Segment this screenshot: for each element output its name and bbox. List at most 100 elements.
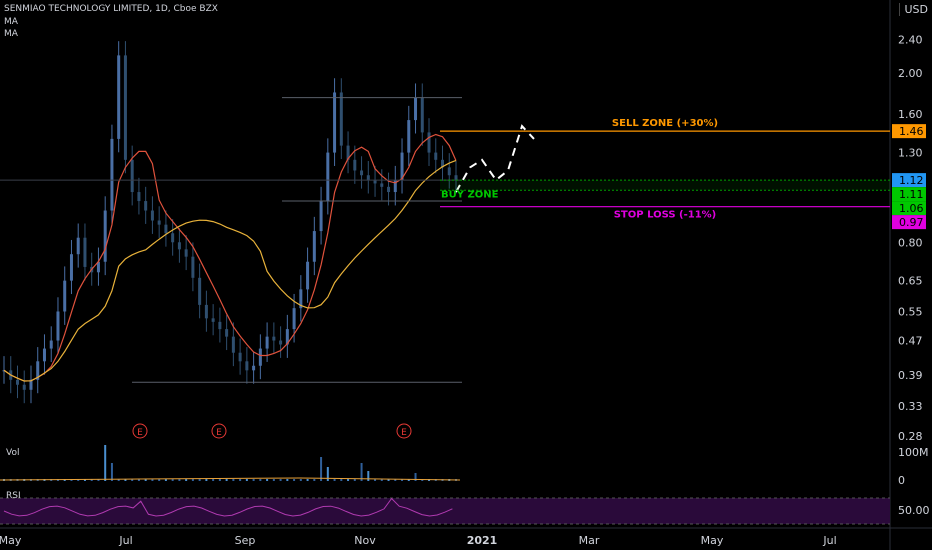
earnings-marker-label: E <box>216 428 222 438</box>
candle-body <box>285 329 289 345</box>
sell-zone-label: SELL ZONE (+30%) <box>612 118 718 129</box>
time-tick-label: May <box>701 534 724 547</box>
time-tick-label: Sep <box>235 534 256 547</box>
candle-body <box>407 120 411 153</box>
price-tick-label: 1.30 <box>898 147 923 160</box>
candle-body <box>420 97 424 133</box>
price-tick-label: 0.47 <box>898 335 923 348</box>
volume-bar <box>320 457 323 481</box>
candle-body <box>272 336 276 341</box>
price-tick-label: 2.00 <box>898 67 923 80</box>
volume-bar <box>77 479 80 481</box>
volume-bar <box>279 479 282 481</box>
projection-path <box>455 124 535 193</box>
candle-body <box>346 145 350 160</box>
volume-bar <box>353 479 356 481</box>
candle-body <box>333 92 337 153</box>
volume-bar <box>110 463 113 481</box>
volume-bar <box>158 479 161 481</box>
volume-bar <box>407 479 410 481</box>
candle-body <box>434 152 438 160</box>
candle-body <box>245 361 249 371</box>
volume-bar <box>239 479 242 481</box>
candle-body <box>312 231 316 262</box>
candle-body <box>414 97 418 121</box>
price-label-text: 0.97 <box>899 216 924 229</box>
candle-body <box>137 192 141 202</box>
volume-bar <box>266 479 269 481</box>
candle-body <box>204 304 208 319</box>
volume-bar <box>164 479 167 481</box>
candles-group <box>2 41 458 404</box>
candle-body <box>441 159 445 168</box>
candle-body <box>69 254 73 281</box>
volume-bar <box>178 479 181 481</box>
candle-body <box>29 379 33 390</box>
candle-body <box>49 340 53 349</box>
volume-bar <box>306 479 309 481</box>
price-label-box <box>892 173 926 188</box>
time-tick-label: 2021 <box>467 534 498 547</box>
time-tick-label: Mar <box>579 534 600 547</box>
volume-bar <box>414 473 417 481</box>
volume-bar <box>90 479 93 481</box>
time-tick-label: Jul <box>118 534 132 547</box>
volume-bar <box>218 479 221 481</box>
volume-bar <box>299 479 302 481</box>
price-label-text: 1.46 <box>899 125 924 138</box>
candle-body <box>198 277 202 305</box>
volume-bar <box>83 479 86 481</box>
ma-slow-line <box>3 159 457 382</box>
candle-body <box>231 336 235 353</box>
candle-body <box>63 280 67 312</box>
price-label-text: 1.06 <box>899 202 924 215</box>
candle-body <box>15 379 19 385</box>
symbol-title: SENMIAO TECHNOLOGY LIMITED, 1D, Cboe BZX <box>4 4 218 14</box>
earnings-marker <box>211 423 227 439</box>
earnings-marker <box>396 423 412 439</box>
rsi-band <box>0 498 890 524</box>
candle-body <box>96 261 100 273</box>
candle-body <box>218 321 222 330</box>
candle-body <box>191 256 195 278</box>
volume-bar <box>380 479 383 481</box>
candle-body <box>144 201 148 211</box>
price-tick-label: 1.60 <box>898 108 923 121</box>
candle-body <box>366 175 370 181</box>
candle-body <box>56 311 60 341</box>
candle-body <box>252 365 256 371</box>
candle-body <box>306 261 310 290</box>
candle-body <box>103 210 107 262</box>
candle-body <box>400 152 404 181</box>
volume-bar <box>367 471 370 481</box>
currency-label[interactable]: USD <box>899 3 928 16</box>
time-tick-label: Nov <box>354 534 376 547</box>
earnings-marker-label: E <box>137 428 143 438</box>
price-label-box <box>892 215 926 230</box>
volume-bar <box>212 479 215 481</box>
candle-body <box>339 92 343 146</box>
candle-body <box>393 180 397 193</box>
candle-body <box>36 361 40 380</box>
indicator-ma-1[interactable]: MA <box>4 17 18 27</box>
volume-ma-line <box>0 477 461 481</box>
volume-bar <box>326 467 329 481</box>
indicator-ma-2[interactable]: MA <box>4 29 18 39</box>
candle-body <box>110 138 114 211</box>
candle-body <box>157 220 161 225</box>
rsi-tick-label: 50.00 <box>898 504 930 517</box>
volume-bar <box>340 479 343 481</box>
candle-body <box>171 233 175 243</box>
volume-bar <box>394 479 397 481</box>
stop-loss-label: STOP LOSS (-11%) <box>614 210 717 221</box>
candle-body <box>454 175 458 181</box>
candle-body <box>164 224 168 234</box>
volume-bar <box>198 479 201 481</box>
price-tick-label: 0.33 <box>898 400 923 413</box>
candle-body <box>279 340 283 345</box>
volume-bar <box>272 479 275 481</box>
volume-bar <box>151 479 154 481</box>
price-tick-label: 0.65 <box>898 275 923 288</box>
candle-body <box>299 289 303 309</box>
